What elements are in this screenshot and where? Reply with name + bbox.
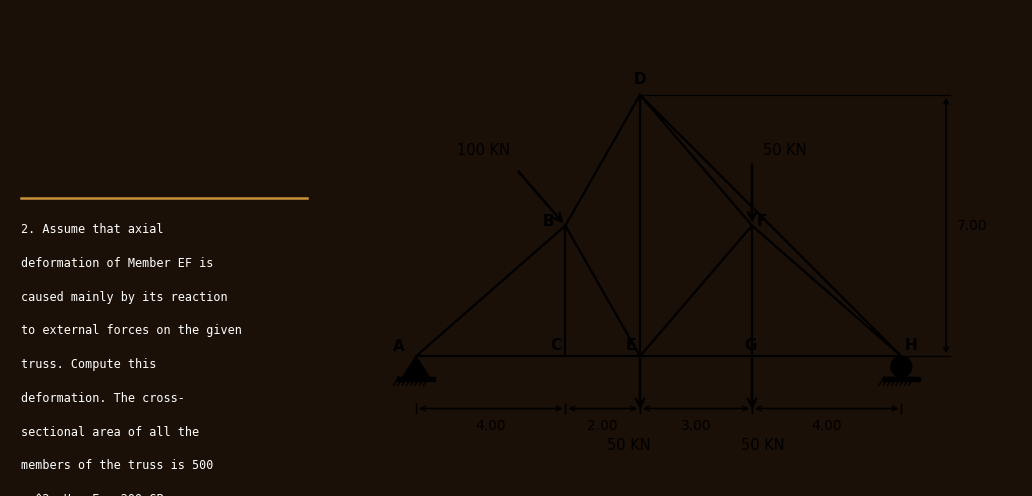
Text: 4.00: 4.00	[476, 419, 506, 433]
Text: mm^2. Use E = 200 GPa.: mm^2. Use E = 200 GPa.	[21, 493, 178, 496]
Text: 50 KN: 50 KN	[741, 438, 785, 453]
Text: D: D	[634, 72, 646, 87]
Text: F: F	[756, 214, 767, 229]
Text: 50 KN: 50 KN	[607, 438, 650, 453]
Text: 100 KN: 100 KN	[457, 143, 510, 158]
Text: deformation. The cross-: deformation. The cross-	[21, 392, 185, 405]
Text: 50 KN: 50 KN	[764, 143, 807, 158]
Text: H: H	[904, 338, 917, 353]
Text: to external forces on the given: to external forces on the given	[21, 324, 241, 337]
Text: C: C	[550, 338, 561, 353]
Circle shape	[891, 356, 912, 377]
Text: A: A	[393, 339, 406, 355]
Text: 4.00: 4.00	[811, 419, 842, 433]
Text: E: E	[625, 338, 636, 353]
Polygon shape	[402, 356, 429, 377]
Text: members of the truss is 500: members of the truss is 500	[21, 459, 214, 472]
Text: truss. Compute this: truss. Compute this	[21, 358, 156, 371]
Text: 2. Assume that axial: 2. Assume that axial	[21, 223, 163, 236]
Text: 7.00: 7.00	[958, 219, 988, 233]
Text: caused mainly by its reaction: caused mainly by its reaction	[21, 291, 227, 304]
Text: G: G	[744, 338, 756, 353]
Text: 2.00: 2.00	[587, 419, 618, 433]
Text: 3.00: 3.00	[681, 419, 711, 433]
Text: B: B	[543, 214, 554, 229]
Text: deformation of Member EF is: deformation of Member EF is	[21, 257, 214, 270]
Text: sectional area of all the: sectional area of all the	[21, 426, 199, 438]
